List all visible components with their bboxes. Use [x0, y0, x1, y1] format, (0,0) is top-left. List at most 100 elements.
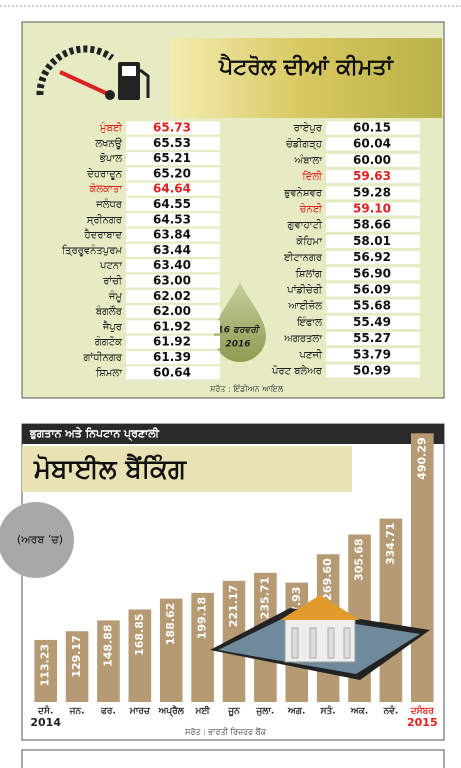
price: 56.90	[353, 266, 391, 280]
x-tick-label: ਅਗ.	[287, 707, 305, 717]
city-name: ਰਾਏਪੁਰ	[293, 122, 323, 134]
city-name: ਪਣਜੀ	[299, 349, 323, 361]
next-panel	[21, 749, 445, 768]
price: 58.66	[353, 218, 391, 232]
price-box	[126, 366, 220, 380]
price-box	[326, 170, 420, 184]
price-box	[126, 167, 220, 181]
price-box	[126, 351, 220, 364]
price-box	[126, 335, 220, 349]
unit-label: (ਅਰਬ ’ਚ)	[17, 533, 63, 546]
x-tick-label: ਦਸੰਬਰ	[410, 704, 435, 717]
city-name: ਚੰਡੀਗੜ੍ਹ	[285, 138, 323, 150]
price: 60.64	[153, 365, 191, 379]
price-box	[326, 153, 420, 167]
value-label: 129.17	[70, 635, 83, 677]
price: 61.92	[153, 319, 191, 333]
city-name: ਜੰਮੂ	[108, 290, 123, 302]
title-band	[22, 446, 352, 492]
city-name: ਸ਼ਿਲਾਂਗ	[295, 268, 323, 280]
bar	[65, 631, 89, 702]
price: 65.73	[153, 121, 191, 135]
price-box	[326, 186, 420, 200]
price-box	[326, 218, 420, 232]
city-name: ਲਖਨਊ	[94, 137, 122, 149]
price: 62.00	[153, 304, 191, 318]
city-name: ਭੋਪਾਲ	[99, 152, 122, 165]
price: 61.39	[153, 350, 191, 364]
price-box	[326, 283, 420, 297]
price-box	[126, 320, 220, 334]
price-box	[326, 267, 420, 281]
title-band	[170, 38, 442, 118]
city-name: ਭੁਵਨੇਸ਼ਵਰ	[283, 187, 323, 199]
date: 16 ਫਰਵਰੀ	[217, 325, 260, 336]
city-name: ਪਾਂਡੀਚੇਰੀ	[286, 284, 323, 296]
price: 64.55	[153, 197, 191, 211]
price-box	[326, 121, 420, 135]
city-name: ਹੈਦਰਾਬਾਦ	[83, 229, 122, 241]
x-tick-label: ਫਰ.	[100, 707, 116, 717]
chart-source: ਸਰੋਤ : ਭਾਰਤੀ ਰਿਜ਼ਰਵ ਬੈਂਕ	[184, 727, 267, 737]
x-tick-label: ਦਸੰ.	[37, 704, 53, 717]
price-box	[326, 315, 420, 329]
price-box	[326, 251, 420, 265]
city-name: ਈਟਾਨਗਰ	[283, 252, 323, 264]
x-tick-label: ਮਈ	[194, 705, 210, 717]
price-box	[326, 299, 420, 313]
value-label: 334.71	[384, 523, 397, 565]
price-box	[126, 213, 220, 227]
phone-illustration	[210, 595, 430, 680]
city-name: ਰਾਂਚੀ	[102, 275, 123, 287]
price-box	[126, 289, 220, 303]
petrol-title: ਪੈਟਰੋਲ ਦੀਆਂ ਕੀਮਤਾਂ	[218, 53, 394, 80]
price-box	[326, 348, 420, 362]
value-label: 168.85	[133, 613, 146, 655]
price: 63.00	[153, 274, 191, 288]
value-label: 148.88	[101, 624, 114, 666]
price-box	[126, 121, 220, 135]
price: 63.84	[153, 228, 191, 242]
price: 62.02	[153, 289, 191, 303]
value-label: 199.18	[196, 597, 209, 639]
price-box	[126, 243, 220, 257]
city-name: ਗੁਵਾਹਾਟੀ	[287, 219, 323, 231]
price: 65.20	[153, 166, 191, 180]
city-name: ਤ੍ਰਿਰੂਵਨੰਤਪੁਰਮ	[61, 244, 123, 256]
price: 59.28	[353, 185, 391, 199]
price-box	[326, 234, 420, 248]
value-label: 305.68	[353, 538, 366, 580]
header-band	[22, 424, 444, 444]
drop-icon	[214, 282, 266, 362]
price-box	[126, 228, 220, 242]
value-label: 235.71	[258, 577, 271, 619]
city-name: ਪੋਰਟ ਬਲੇਅਰ	[271, 364, 323, 377]
price-box	[126, 274, 220, 288]
price: 59.63	[353, 169, 391, 183]
price-box	[126, 198, 220, 211]
price: 59.10	[353, 202, 391, 216]
price: 63.44	[153, 243, 191, 257]
x-tick-label: ਜੂਨ	[227, 707, 240, 718]
city-name: ਬੰਗਲੌਰ	[95, 306, 123, 318]
year-label: 2015	[407, 716, 438, 729]
x-tick-label: ਮਾਰਚ	[129, 707, 151, 717]
price: 56.92	[353, 250, 391, 264]
price: 60.04	[353, 137, 391, 151]
price: 64.53	[153, 212, 191, 226]
price: 56.09	[353, 283, 391, 297]
price: 55.68	[353, 299, 391, 313]
price: 55.49	[353, 315, 391, 329]
price: 50.99	[353, 364, 391, 378]
value-label: 113.23	[39, 644, 52, 686]
chart-title: ਮੋਬਾਈਲ ਬੈਂਕਿੰਗ	[33, 453, 188, 485]
price-box	[126, 182, 220, 196]
price: 65.21	[153, 151, 191, 165]
year-label: 2014	[30, 716, 61, 729]
city-name: ਇੰਫਾਲ	[296, 316, 322, 328]
source: ਸਰੋਤ : ਇੰਡੀਅਨ ਆਇਲ	[209, 384, 284, 394]
city-name: ਆਈਜ਼ੋਲ	[288, 299, 323, 312]
price-box	[126, 152, 220, 166]
price: 58.01	[353, 234, 391, 248]
